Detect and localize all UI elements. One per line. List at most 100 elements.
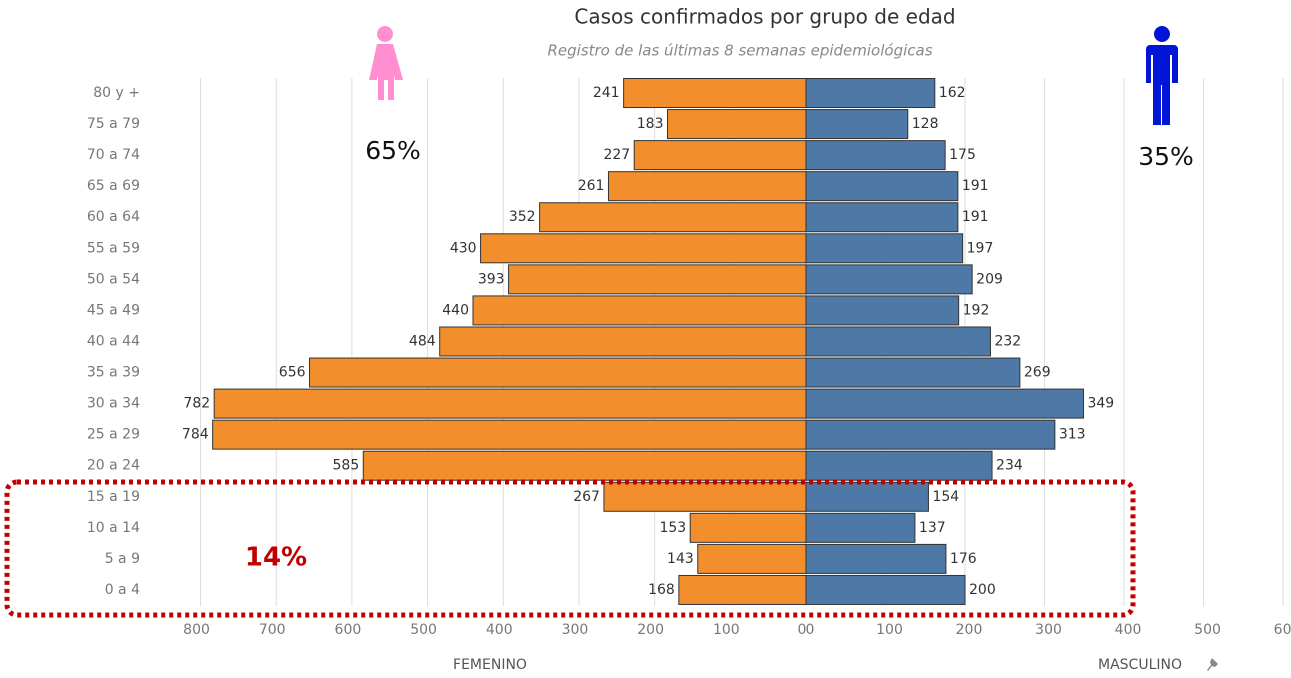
x-tick-label: 500 xyxy=(410,622,437,638)
value-label: 153 xyxy=(659,520,686,536)
bar xyxy=(539,202,807,233)
value-label: 784 xyxy=(182,427,209,443)
bar xyxy=(805,233,964,264)
bar xyxy=(623,78,807,108)
value-label: 191 xyxy=(962,178,989,194)
pin-icon xyxy=(1207,658,1218,671)
value-label: 183 xyxy=(637,116,664,132)
bar xyxy=(689,512,807,543)
value-label: 782 xyxy=(183,396,210,412)
value-label: 200 xyxy=(969,582,996,598)
value-label: 209 xyxy=(976,271,1003,287)
x-tick-label: 600 xyxy=(335,622,362,638)
x-tick-label: 300 xyxy=(562,622,589,638)
y-tick-label: 80 y + xyxy=(93,85,140,101)
bar xyxy=(212,419,807,450)
value-label: 128 xyxy=(912,116,939,132)
y-tick-label: 45 a 49 xyxy=(87,302,140,318)
bar xyxy=(805,357,1021,388)
bar xyxy=(213,388,807,419)
y-tick-label: 35 a 39 xyxy=(87,365,140,381)
y-tick-label: 60 a 64 xyxy=(87,209,140,225)
y-tick-label: 25 a 29 xyxy=(87,427,140,443)
chart-subtitle: Registro de las últimas 8 semanas epidem… xyxy=(547,42,932,60)
x2-tick-label: 300 xyxy=(1035,622,1062,638)
y-tick-label: 0 a 4 xyxy=(105,582,140,598)
axis-title: MASCULINO xyxy=(1098,657,1182,673)
x2-tick-label: 200 xyxy=(956,622,983,638)
value-label: 175 xyxy=(949,147,976,163)
bar xyxy=(805,388,1084,419)
value-label: 162 xyxy=(939,85,966,101)
annotation: 14% xyxy=(245,543,307,573)
value-label: 232 xyxy=(994,333,1021,349)
y-tick-label: 20 a 24 xyxy=(87,458,140,474)
bars xyxy=(212,78,1084,605)
bar xyxy=(607,171,807,202)
chart-title: Casos confirmados por grupo de edad xyxy=(574,5,955,29)
y-tick-label: 55 a 59 xyxy=(87,240,140,256)
bar xyxy=(697,543,807,574)
bar xyxy=(362,450,807,481)
value-label: 267 xyxy=(573,489,600,505)
male-icon xyxy=(1146,26,1178,125)
x2-tick-label: 100 xyxy=(876,622,903,638)
x2-tick-label: 600 xyxy=(1274,622,1291,638)
bar xyxy=(805,326,991,357)
bar xyxy=(633,140,807,171)
y-tick-label: 30 a 34 xyxy=(87,396,140,412)
bar xyxy=(805,512,916,543)
value-label: 168 xyxy=(648,582,675,598)
y-tick-label: 70 a 74 xyxy=(87,147,140,163)
bar xyxy=(805,419,1056,450)
annotation: 35% xyxy=(1138,142,1194,171)
x-tick-label: 200 xyxy=(637,622,664,638)
bar xyxy=(678,574,807,605)
bar xyxy=(805,264,973,295)
value-label: 176 xyxy=(950,551,977,567)
bar xyxy=(603,481,807,512)
annotation: 65% xyxy=(365,136,421,165)
value-label: 234 xyxy=(996,458,1023,474)
y-tick-label: 75 a 79 xyxy=(87,116,140,132)
value-label: 440 xyxy=(442,302,469,318)
bar xyxy=(805,140,946,171)
bar xyxy=(805,450,993,481)
value-label: 349 xyxy=(1087,396,1114,412)
bar xyxy=(805,295,960,326)
value-label: 227 xyxy=(603,147,630,163)
bar xyxy=(472,295,807,326)
highlight-box xyxy=(4,479,1136,618)
bar xyxy=(805,171,959,202)
bar xyxy=(309,357,807,388)
value-label: 352 xyxy=(509,209,536,225)
x-tick-label: 700 xyxy=(259,622,286,638)
value-label: 137 xyxy=(919,520,946,536)
bar xyxy=(805,481,929,512)
bar xyxy=(805,574,966,605)
value-label: 430 xyxy=(450,240,477,256)
y-tick-label: 5 a 9 xyxy=(105,551,140,567)
value-label: 393 xyxy=(478,271,505,287)
bar xyxy=(805,78,936,108)
value-label: 191 xyxy=(962,209,989,225)
y-tick-label: 50 a 54 xyxy=(87,271,140,287)
value-label: 241 xyxy=(593,85,620,101)
x-tick-label: 100 xyxy=(713,622,740,638)
bar xyxy=(667,109,807,140)
value-label: 484 xyxy=(409,333,436,349)
value-label: 656 xyxy=(279,365,306,381)
y-tick-label: 40 a 44 xyxy=(87,333,140,349)
axis-title: FEMENINO xyxy=(453,657,527,673)
value-label: 192 xyxy=(963,302,990,318)
y-tick-label: 10 a 14 xyxy=(87,520,140,536)
x2-tick-label: 400 xyxy=(1115,622,1142,638)
value-label: 154 xyxy=(932,489,959,505)
female-icon xyxy=(369,26,403,100)
bar xyxy=(805,543,947,574)
x-tick-label: 400 xyxy=(486,622,513,638)
y-tick-label: 15 a 19 xyxy=(87,489,140,505)
value-label: 269 xyxy=(1024,365,1051,381)
value-label: 261 xyxy=(578,178,605,194)
